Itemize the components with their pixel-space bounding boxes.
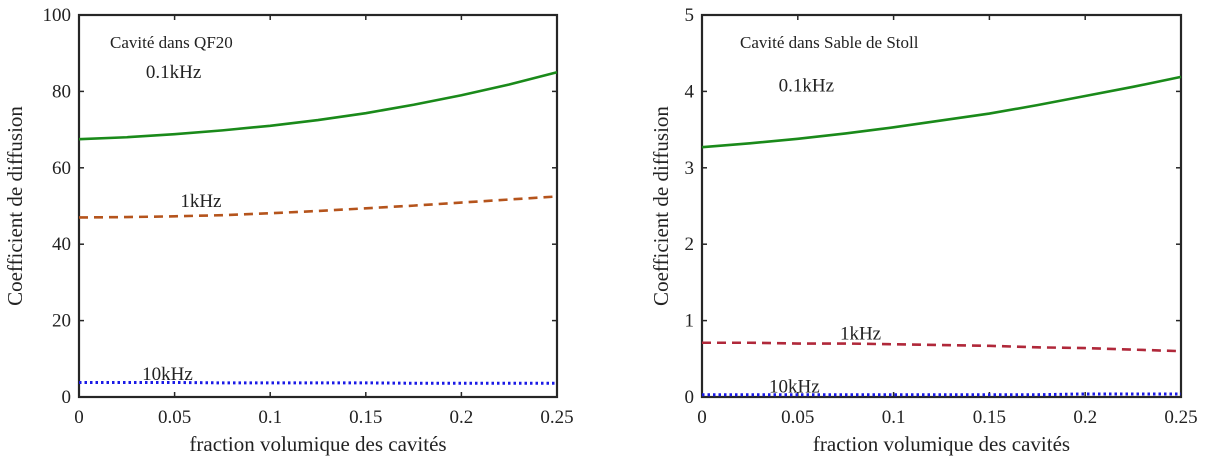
x-tick-label: 0.25 [1164,407,1197,428]
x-tick-label: 0.2 [1073,407,1097,428]
y-tick-label: 1 [685,311,695,332]
y-axis-label: Coefficient de diffusion [649,106,673,306]
series-label: 0.1kHz [779,75,834,96]
series-line-1khz [78,195,558,219]
series-label: 1kHz [180,191,221,212]
x-axis-label: fraction volumique des cavités [813,432,1070,456]
plot-frame [77,13,559,399]
chart-qf20: 0 0.05 0.1 0.15 0.2 0.25 0 20 40 60 80 100 fraction … [3,5,574,456]
y-tick-label: 2 [685,234,695,255]
x-tick-label: 0.1 [882,407,906,428]
x-tick-label: 0 [697,407,707,428]
y-tick-label: 100 [43,5,72,26]
series-line-0-1khz [78,71,558,141]
x-tick-label: 0.1 [258,407,282,428]
x-tick-label: 0.15 [973,407,1006,428]
series-label: 10kHz [769,376,820,397]
series-label: 0.1kHz [146,62,201,83]
x-tick-label: 0.05 [781,407,814,428]
series-line-10khz [79,380,557,385]
y-axis-label: Coefficient de diffusion [3,106,27,306]
y-tick-label: 80 [52,81,71,102]
series-label: 1kHz [840,324,881,345]
y-tick-label: 60 [52,158,71,179]
y-tick-label: 0 [62,387,72,408]
x-tick-label: 0.05 [158,407,191,428]
x-tick-label: 0.2 [450,407,474,428]
y-tick-label: 3 [685,158,695,179]
y-tick-label: 0 [685,387,695,408]
chart-sable-de-stoll: 0 0.05 0.1 0.15 0.2 0.25 0 1 2 3 4 5 fraction volumi… [649,5,1198,456]
series-label: 10kHz [142,364,193,385]
x-tick-label: 0 [74,407,84,428]
x-tick-label: 0.25 [540,407,573,428]
chart-annotation: Cavité dans QF20 [110,33,233,52]
y-tick-label: 4 [685,81,695,102]
x-axis-label: fraction volumique des cavités [189,432,446,456]
plot-frame [700,13,1183,399]
y-tick-label: 5 [685,5,695,26]
y-tick-label: 40 [52,234,71,255]
y-tick-label: 20 [52,311,71,332]
chart-annotation: Cavité dans Sable de Stoll [740,33,919,52]
series-line-1khz [702,341,1182,353]
series-line-0-1khz [701,75,1182,149]
x-tick-label: 0.15 [349,407,382,428]
